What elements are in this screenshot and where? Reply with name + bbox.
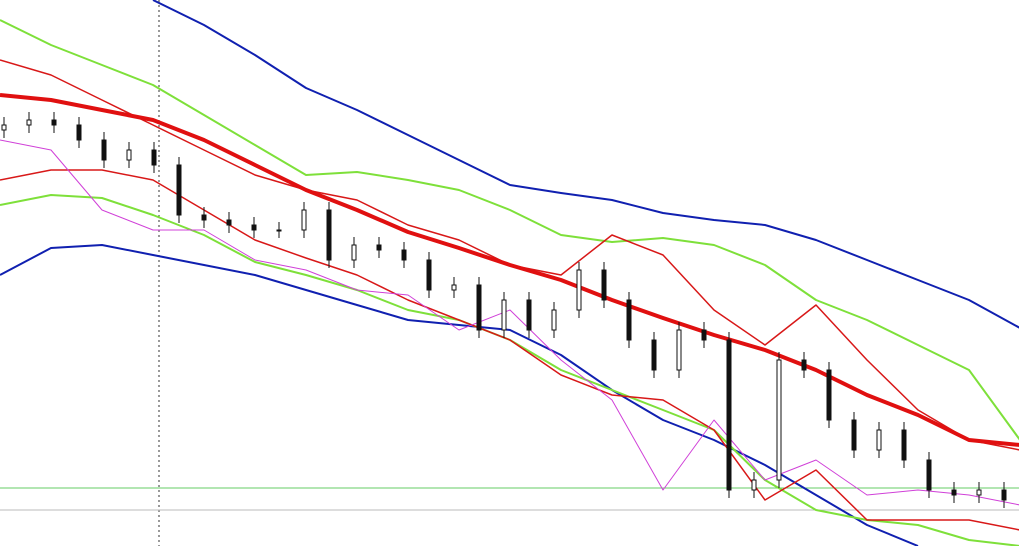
candle-body xyxy=(851,419,857,451)
indicator-line xyxy=(0,244,919,546)
candle-body xyxy=(151,149,157,166)
candle-body xyxy=(51,119,57,126)
indicator-line xyxy=(0,19,1019,441)
candle-body xyxy=(601,269,607,301)
candle-body xyxy=(951,489,957,496)
candle-body xyxy=(476,284,482,331)
candle-body xyxy=(376,244,382,251)
candle-body xyxy=(826,369,832,421)
candle-body xyxy=(801,359,807,371)
candle-body xyxy=(351,244,357,261)
candle-body xyxy=(976,489,982,496)
indicator-line xyxy=(0,169,1019,531)
candle-body xyxy=(926,459,932,491)
candle-body xyxy=(451,284,457,291)
candle-body xyxy=(101,139,107,161)
indicator-line xyxy=(0,139,1019,506)
candle-body xyxy=(526,299,532,331)
candle-body xyxy=(876,429,882,451)
candle-body xyxy=(76,124,82,141)
candle-body xyxy=(326,209,332,261)
candle-body xyxy=(701,329,707,341)
indicator-line xyxy=(0,93,1019,447)
candle-body xyxy=(751,479,757,491)
candle-body xyxy=(251,224,257,231)
candle-body xyxy=(576,269,582,311)
candle-body xyxy=(126,149,132,161)
candle-body xyxy=(776,359,782,481)
candle-body xyxy=(651,339,657,371)
candle-body xyxy=(901,429,907,461)
indicator-line xyxy=(152,0,1019,329)
candle-body xyxy=(1,124,7,131)
candle-body xyxy=(1001,489,1007,501)
candle-body xyxy=(301,209,307,231)
candle-body xyxy=(176,164,182,216)
candle-body xyxy=(401,249,407,261)
candle-body xyxy=(201,214,207,221)
candle-body xyxy=(276,229,282,232)
candle-body xyxy=(226,219,232,226)
candle-body xyxy=(551,309,557,331)
candle-body xyxy=(626,299,632,341)
candle-body xyxy=(676,329,682,371)
candle-body xyxy=(426,259,432,291)
candle-body xyxy=(501,299,507,331)
candle-body xyxy=(726,339,732,491)
candle-body xyxy=(26,119,32,126)
